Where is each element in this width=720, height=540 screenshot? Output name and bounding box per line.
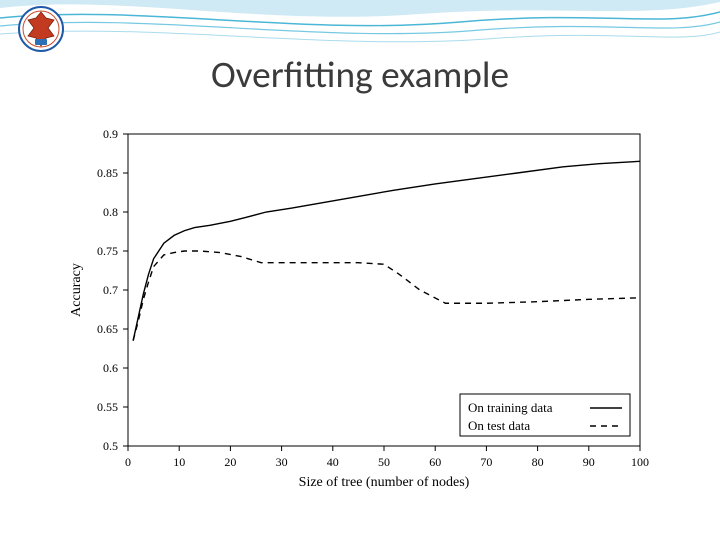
y-tick-label: 0.6 <box>103 361 118 375</box>
x-axis-label: Size of tree (number of nodes) <box>299 475 470 490</box>
y-tick-label: 0.7 <box>103 283 118 297</box>
overfitting-chart: 0 10 20 30 40 50 60 70 80 90 100 0.5 0.55 0.6 0.65 0.7 0… <box>60 120 660 500</box>
x-tick-label: 20 <box>224 455 236 469</box>
header-wave-decor <box>0 0 720 60</box>
x-tick-label: 30 <box>276 455 288 469</box>
y-axis-label: Accuracy <box>69 263 84 317</box>
legend-label: On test data <box>468 418 530 433</box>
y-tick-label: 0.65 <box>97 322 118 336</box>
y-tick-label: 0.9 <box>103 127 118 141</box>
slide-title-text: Overfitting example <box>211 52 509 98</box>
institution-logo <box>18 6 64 52</box>
legend-label: On training data <box>468 400 553 415</box>
slide-title: Overfitting example <box>0 52 720 98</box>
x-tick-label: 10 <box>173 455 185 469</box>
y-tick-label: 0.85 <box>97 166 118 180</box>
x-tick-label: 80 <box>532 455 544 469</box>
x-tick-label: 50 <box>378 455 390 469</box>
x-tick-label: 100 <box>631 455 649 469</box>
y-tick-label: 0.8 <box>103 205 118 219</box>
x-tick-label: 70 <box>480 455 492 469</box>
x-tick-label: 40 <box>327 455 339 469</box>
y-tick-label: 0.5 <box>103 439 118 453</box>
y-tick-label: 0.55 <box>97 400 118 414</box>
x-tick-label: 60 <box>429 455 441 469</box>
x-tick-label: 0 <box>125 455 131 469</box>
x-tick-label: 90 <box>583 455 595 469</box>
slide: Overfitting example 0 10 20 30 40 50 60 70 80 90 1… <box>0 0 720 540</box>
y-tick-label: 0.75 <box>97 244 118 258</box>
